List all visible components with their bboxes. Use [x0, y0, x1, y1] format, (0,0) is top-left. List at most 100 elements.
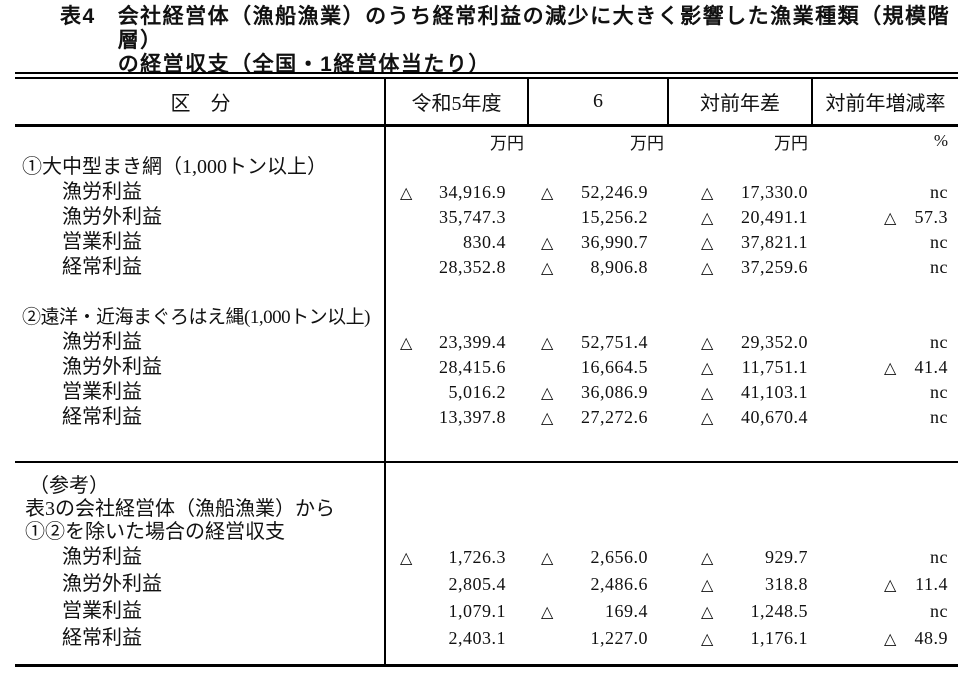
negative-triangle-icon: △	[701, 408, 714, 427]
negative-triangle-icon: △	[701, 258, 714, 277]
value-cell: △ 40,670.4	[669, 405, 813, 430]
cell-value: 36,990.7	[581, 232, 648, 252]
value-cell: 35,747.3	[386, 205, 529, 230]
value-cell: 2,486.6	[529, 571, 669, 598]
cell-value: 48.9	[914, 628, 948, 648]
table-row: 経常利益 2,403.1 1,227.0 △ 1,176.1 △ 48.9	[15, 625, 958, 652]
section-reference: （参考） 表3の会社経営体（漁船漁業）から ①②を除いた場合の経営収支 漁労利益 △ 1,…	[15, 461, 958, 652]
negative-triangle-icon: △	[701, 333, 714, 352]
row-label: 営業利益	[62, 600, 142, 622]
value-cell: △ 48.9	[813, 625, 958, 652]
section-block1: ①大中型まき網（1,000トン以上） 漁労利益 △ 34,916.9 △ 52,246.9…	[15, 155, 958, 280]
cell-value: 2,486.6	[590, 574, 648, 594]
cell-value: nc	[930, 601, 948, 621]
value-cell: 1,227.0	[529, 625, 669, 652]
negative-triangle-icon: △	[884, 358, 897, 377]
value-cell: △ 8,906.8	[529, 255, 669, 280]
units-row: 万円 万円 万円 %	[15, 127, 958, 155]
table-body: ①大中型まき網（1,000トン以上） 漁労利益 △ 34,916.9 △ 52,246.9…	[15, 155, 958, 652]
value-cell: nc	[813, 598, 958, 625]
value-cell: △ 20,491.1	[669, 205, 813, 230]
cell-value: 13,397.8	[439, 407, 506, 427]
section-heading-line: ①②を除いた場合の経営収支	[25, 521, 285, 543]
negative-triangle-icon: △	[701, 208, 714, 227]
cell-value: 2,805.4	[448, 574, 506, 594]
cell-value: 830.4	[463, 232, 506, 252]
value-cell: △ 36,086.9	[529, 380, 669, 405]
row-label: 漁労利益	[62, 181, 142, 203]
negative-triangle-icon: △	[884, 629, 897, 648]
cell-value: 29,352.0	[741, 332, 808, 352]
cell-value: 16,664.5	[581, 357, 648, 377]
value-cell: △ 1,248.5	[669, 598, 813, 625]
negative-triangle-icon: △	[541, 408, 554, 427]
cell-value: nc	[930, 182, 948, 202]
value-cell: △ 929.7	[669, 544, 813, 571]
value-cell: △ 11,751.1	[669, 355, 813, 380]
row-label: 経常利益	[62, 627, 142, 649]
row-label: 漁労外利益	[62, 573, 162, 595]
table-row: 経常利益 13,397.8 △ 27,272.6 △ 40,670.4 nc	[15, 405, 958, 430]
value-cell: △ 29,352.0	[669, 330, 813, 355]
cell-value: 41.4	[914, 357, 948, 377]
value-cell: △ 52,246.9	[529, 180, 669, 205]
value-cell: △ 27,272.6	[529, 405, 669, 430]
cell-value: 57.3	[914, 207, 948, 227]
negative-triangle-icon: △	[541, 233, 554, 252]
value-cell: 28,415.6	[386, 355, 529, 380]
cell-value: 34,916.9	[439, 182, 506, 202]
section-heading: ①大中型まき網（1,000トン以上）	[22, 156, 327, 178]
cell-value: 37,259.6	[741, 257, 808, 277]
negative-triangle-icon: △	[541, 258, 554, 277]
cell-value: nc	[930, 547, 948, 567]
table-row: 漁労利益 △ 23,399.4 △ 52,751.4 △ 29,352.0 nc	[15, 330, 958, 355]
table-header-row: 区 分 令和5年度 6 対前年差 対前年増減率	[15, 79, 958, 127]
cell-value: 1,726.3	[448, 547, 506, 567]
unit-label: 万円	[630, 133, 664, 153]
cell-value: 2,403.1	[448, 628, 506, 648]
value-cell: 5,016.2	[386, 380, 529, 405]
value-cell: △ 1,176.1	[669, 625, 813, 652]
cell-value: 27,272.6	[581, 407, 648, 427]
value-cell: △ 37,259.6	[669, 255, 813, 280]
value-cell: nc	[813, 330, 958, 355]
cell-value: 28,352.8	[439, 257, 506, 277]
cell-value: nc	[930, 382, 948, 402]
value-cell: △ 318.8	[669, 571, 813, 598]
value-cell: 13,397.8	[386, 405, 529, 430]
cell-value: 11,751.1	[741, 357, 808, 377]
value-cell: nc	[813, 405, 958, 430]
title-line1: 会社経営体（漁船漁業）のうち経常利益の減少に大きく影響した漁業種類（規模階層）	[117, 5, 951, 52]
cell-value: 40,670.4	[741, 407, 808, 427]
title-line2: の経営収支（全国・1経営体当たり）	[117, 53, 491, 76]
value-cell: △ 52,751.4	[529, 330, 669, 355]
negative-triangle-icon: △	[701, 548, 714, 567]
section-heading-line: 表3の会社経営体（漁船漁業）から	[25, 498, 335, 520]
cell-value: nc	[930, 332, 948, 352]
value-cell: nc	[813, 544, 958, 571]
cell-value: 17,330.0	[741, 182, 808, 202]
value-cell: △ 169.4	[529, 598, 669, 625]
cell-value: 15,256.2	[581, 207, 648, 227]
cell-value: 5,016.2	[448, 382, 506, 402]
row-label: 漁労外利益	[62, 356, 162, 378]
negative-triangle-icon: △	[701, 183, 714, 202]
negative-triangle-icon: △	[884, 575, 897, 594]
data-table: 区 分 令和5年度 6 対前年差 対前年増減率 万円 万円 万円 % ①大中型ま…	[15, 72, 958, 667]
cell-value: nc	[930, 257, 948, 277]
table-row: 漁労外利益 35,747.3 15,256.2 △ 20,491.1 △ 57.3	[15, 205, 958, 230]
row-label: 営業利益	[62, 381, 142, 403]
row-label: 経常利益	[62, 256, 142, 278]
row-label: 経常利益	[62, 406, 142, 428]
row-label: 漁労利益	[62, 546, 142, 568]
header-reiwa6: 6	[529, 79, 669, 124]
cell-value: 318.8	[765, 574, 808, 594]
cell-value: 1,227.0	[590, 628, 648, 648]
cell-value: 36,086.9	[581, 382, 648, 402]
value-cell: △ 41.4	[813, 355, 958, 380]
value-cell: △ 34,916.9	[386, 180, 529, 205]
negative-triangle-icon: △	[541, 383, 554, 402]
negative-triangle-icon: △	[884, 208, 897, 227]
negative-triangle-icon: △	[541, 183, 554, 202]
row-label: 漁労外利益	[62, 206, 162, 228]
